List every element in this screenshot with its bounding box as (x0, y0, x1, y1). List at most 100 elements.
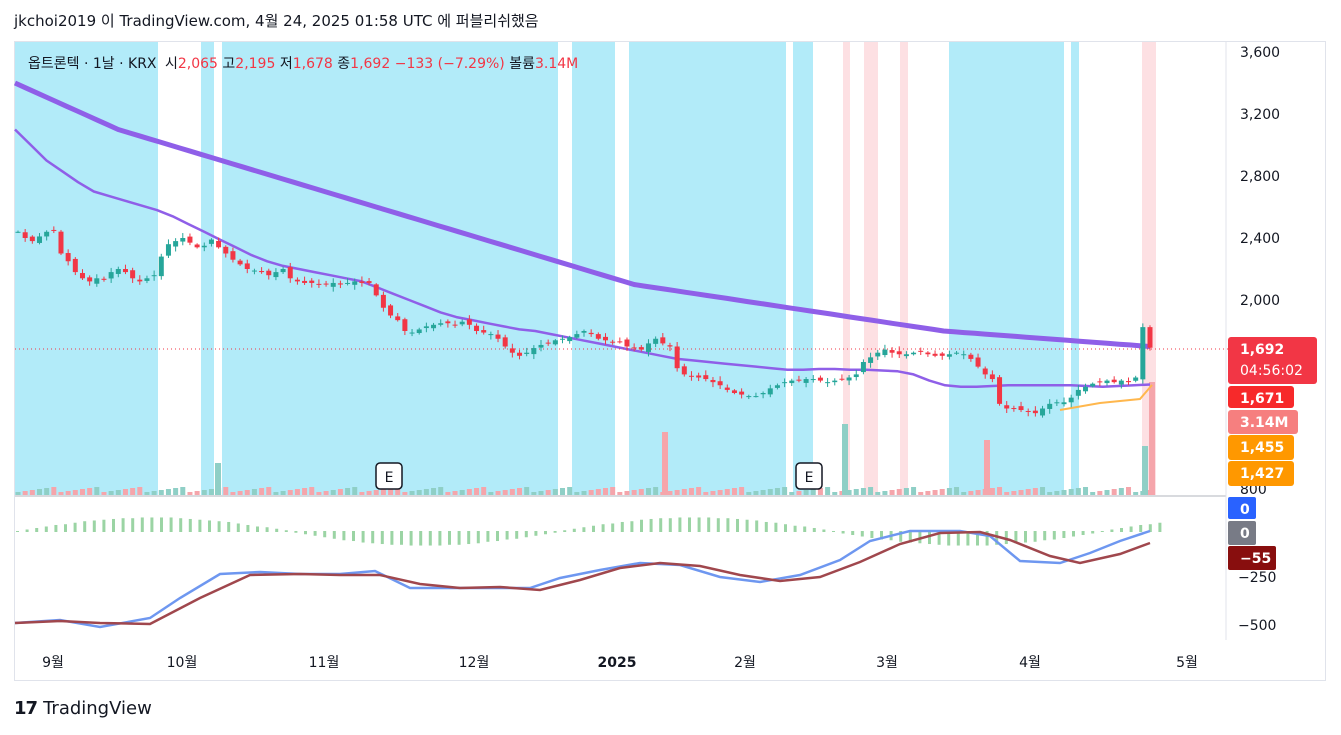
volume-bar (402, 492, 408, 495)
candle-body (165, 244, 171, 256)
volume-bar (925, 491, 931, 495)
volume-bar (337, 489, 343, 495)
macd-histogram-bar (803, 526, 807, 532)
candle-body (896, 351, 902, 355)
candle-body (746, 396, 752, 398)
macd-histogram-bar (736, 518, 739, 532)
chart-panel[interactable] (14, 41, 1326, 681)
volume-bar (825, 487, 831, 495)
volume-bar (817, 488, 823, 495)
candle-body (825, 382, 831, 384)
macd-histogram-bar (198, 519, 202, 532)
macd-histogram-bar (112, 518, 115, 532)
close-value: 1,692 (350, 56, 391, 72)
candle-body (574, 334, 580, 338)
macd-histogram-bar (438, 531, 442, 546)
change-value: −133 (−7.29%) (394, 56, 505, 72)
candle-body (1126, 381, 1132, 383)
bg-band-pink (864, 42, 878, 495)
candle-body (366, 281, 372, 283)
macd-histogram-bar (140, 517, 144, 532)
candle-body (294, 279, 300, 282)
macd-histogram-bar (966, 531, 970, 546)
volume-bar (1126, 487, 1132, 495)
candle-body (645, 343, 651, 352)
symbol-label[interactable]: 옵트론텍 · 1날 · KRX (28, 56, 157, 72)
candle-body (982, 368, 988, 375)
macd-histogram-bar (524, 531, 528, 538)
volume-bar (1054, 491, 1060, 495)
macd-histogram-bar (544, 531, 547, 535)
bg-band-blue (222, 42, 558, 495)
macd-histogram-bar (851, 531, 855, 536)
volume-bar (839, 491, 845, 495)
volume-bar (696, 487, 702, 495)
volume-bar (259, 488, 265, 495)
volume-bar (79, 489, 85, 495)
volume-bar (731, 488, 737, 495)
candle-body (560, 338, 566, 340)
candle-body (266, 270, 272, 276)
macd-histogram-bar (1091, 531, 1095, 534)
candle-body (846, 377, 852, 381)
candle-body (352, 281, 358, 285)
footer[interactable]: 17 TradingView (14, 698, 152, 719)
candle-body (954, 352, 960, 354)
macd-histogram-bar (745, 519, 749, 532)
volume-spike (842, 424, 848, 495)
macd-histogram-bar (169, 517, 173, 532)
macd-histogram-bar (505, 531, 509, 540)
volume-bar (395, 487, 401, 495)
macd-panel (14, 495, 1226, 629)
candle-body (839, 378, 845, 380)
candle-body (1054, 402, 1060, 404)
volume-bar (853, 489, 859, 495)
macd-histogram-bar (592, 525, 595, 532)
candle-body (660, 337, 666, 344)
volume-bar (595, 489, 601, 495)
candle-body (223, 246, 229, 254)
macd-histogram-bar (649, 518, 653, 532)
volume-bar (946, 488, 952, 495)
macd-histogram-bar (1024, 531, 1027, 543)
macd-histogram-bar (918, 531, 922, 544)
volume-bar (115, 490, 121, 495)
candle-body (151, 275, 157, 277)
volume-bar (524, 487, 530, 495)
macd-histogram-bar (1033, 531, 1037, 542)
candle-body (624, 339, 630, 347)
candle-body (251, 270, 257, 272)
x-tick-label: 3월 (876, 655, 898, 671)
macd-histogram-bar (54, 524, 58, 532)
x-tick-label: 2025 (598, 655, 637, 671)
macd-tag-label: −55 (1240, 551, 1271, 567)
volume-bar (552, 489, 558, 495)
candle-body (1040, 408, 1046, 416)
candle-body (72, 258, 78, 273)
candle-body (273, 272, 279, 278)
macd-histogram-bar (640, 519, 643, 532)
volume-bar (782, 487, 788, 495)
candle-body (79, 273, 85, 279)
macd-histogram-bar (188, 518, 192, 532)
candle-body (244, 263, 250, 269)
volume-bar (975, 490, 981, 495)
signal-line (14, 530, 1151, 626)
volume-bar (903, 488, 909, 495)
candle-body (180, 238, 186, 242)
candle-body (187, 236, 193, 243)
macd-histogram-bar (428, 531, 432, 546)
volume-bar (954, 487, 960, 495)
macd-histogram-bar (256, 526, 259, 532)
macd-histogram-bar (668, 518, 672, 532)
macd-histogram-bar (476, 531, 480, 544)
price-tag-label: 1,692 (1240, 342, 1284, 358)
volume-bar (746, 492, 752, 495)
candle-body (731, 390, 737, 393)
macd-histogram-bar (1110, 529, 1114, 532)
close-label: 종 (337, 56, 351, 72)
macd-histogram-bar (284, 530, 288, 532)
candle-body (868, 357, 874, 363)
candle-body (724, 387, 730, 390)
